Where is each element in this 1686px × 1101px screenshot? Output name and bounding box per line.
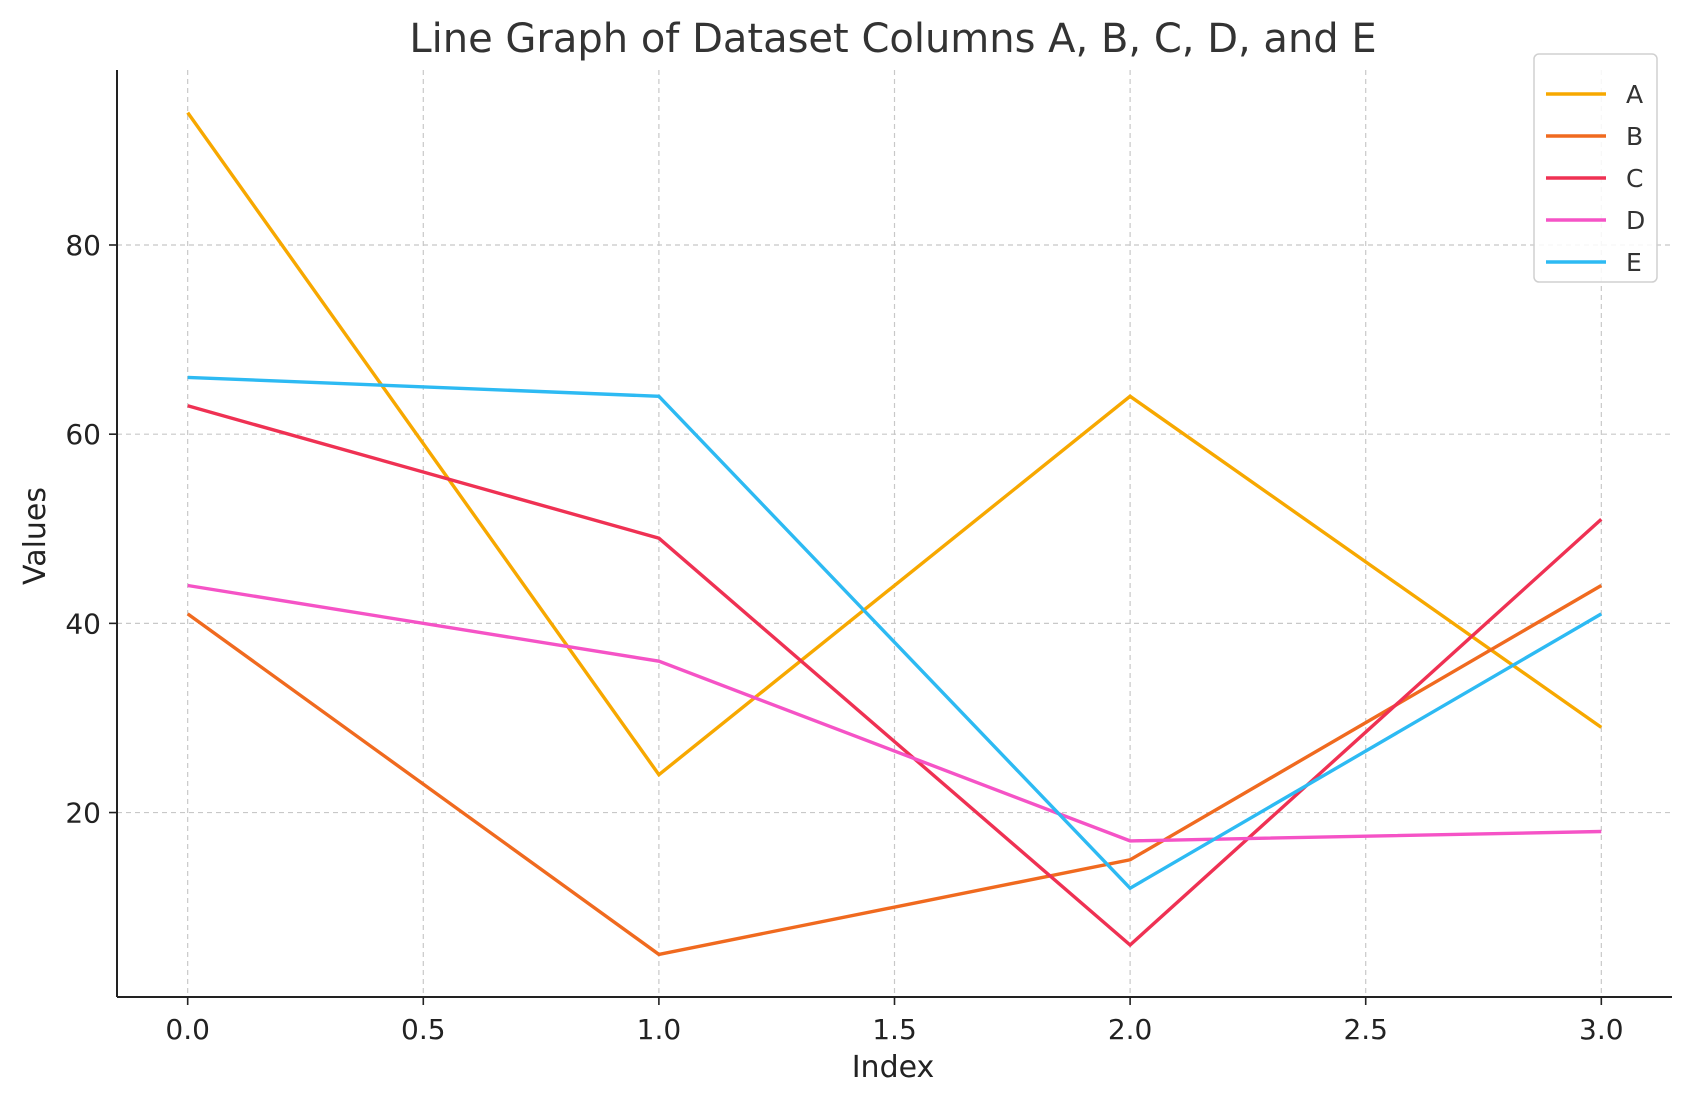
legend-label-D: D [1626, 206, 1645, 235]
ticks: 0.0 0.5 1.0 1.5 2.0 2.5 3.0 20 40 60 80 [65, 229, 1623, 1046]
legend-item-C: C [1546, 164, 1643, 193]
x-tick-label-1: 0.5 [401, 1013, 446, 1046]
x-tick-label-6: 3.0 [1579, 1013, 1624, 1046]
y-tick-label-1: 40 [65, 607, 101, 640]
legend-label-E: E [1626, 248, 1642, 277]
legend-item-E: E [1546, 248, 1642, 277]
legend-item-B: B [1546, 122, 1643, 151]
chart-title: Line Graph of Dataset Columns A, B, C, D… [409, 16, 1376, 62]
legend-label-B: B [1626, 122, 1643, 151]
x-tick-label-4: 2.0 [1108, 1013, 1153, 1046]
y-tick-label-3: 80 [65, 229, 101, 262]
legend-box [1533, 53, 1658, 283]
x-tick-label-2: 1.0 [637, 1013, 682, 1046]
series-line-C [187, 404, 1603, 948]
x-axis-label: Index [852, 1050, 935, 1085]
series-line-E [187, 375, 1603, 891]
legend-label-C: C [1626, 164, 1643, 193]
data-series [186, 111, 1603, 957]
legend-item-A: A [1546, 80, 1643, 109]
x-tick-label-5: 2.5 [1343, 1013, 1388, 1046]
series-line-A [186, 111, 1603, 778]
y-axis-label: Values [18, 487, 53, 585]
x-tick-label-0: 0.0 [165, 1013, 210, 1046]
series-line-D [187, 583, 1602, 843]
grid-lines [117, 70, 1672, 997]
x-tick-label-3: 1.5 [872, 1013, 917, 1046]
series-line-B [186, 584, 1603, 957]
legend-label-A: A [1626, 80, 1643, 109]
legend-item-D: D [1546, 206, 1645, 235]
y-tick-label-2: 60 [65, 418, 101, 451]
y-tick-label-0: 20 [65, 797, 101, 830]
